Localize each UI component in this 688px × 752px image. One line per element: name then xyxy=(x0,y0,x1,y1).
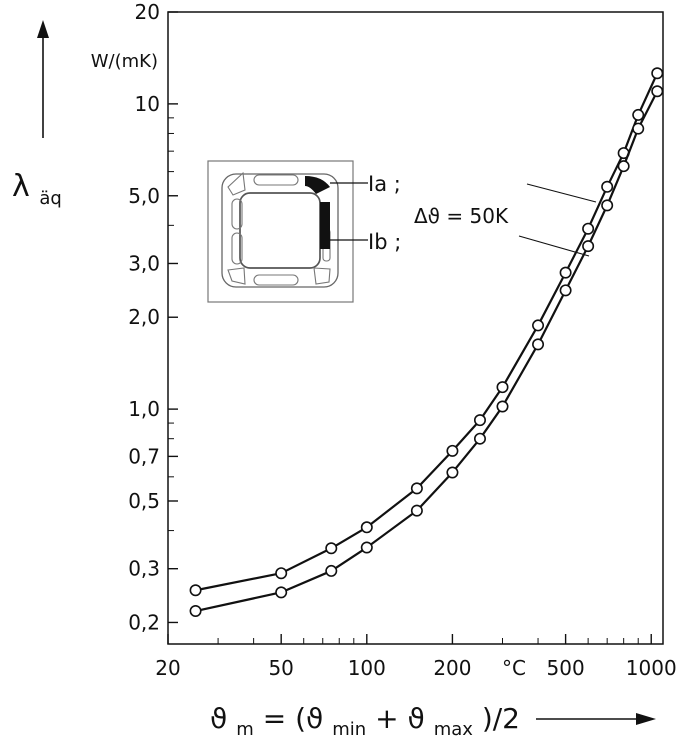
annotation-leader-upper xyxy=(526,183,597,203)
series-ib-point xyxy=(651,85,664,98)
series-ib-point xyxy=(360,541,373,554)
x-tick-label: 1000 xyxy=(626,656,677,680)
cross-section-inset xyxy=(207,160,368,303)
y-tick-label: 20 xyxy=(135,0,160,24)
series-ia-point xyxy=(632,108,645,121)
series-ib-point xyxy=(325,564,338,577)
series-ib-point xyxy=(582,240,595,253)
y-axis-arrow xyxy=(37,20,49,138)
series-ia-point xyxy=(559,266,572,279)
x-axis-unit: °C xyxy=(502,656,526,680)
x-axis-symbol: ϑ xyxy=(210,702,227,735)
series-ia-point xyxy=(189,584,202,597)
y-tick-label: 0,3 xyxy=(128,557,160,581)
region-ia xyxy=(305,176,330,194)
series-ib-point xyxy=(617,160,630,173)
series-ia-point xyxy=(325,542,338,555)
x-tick-label: 20 xyxy=(155,656,180,680)
series-ia-point xyxy=(473,414,486,427)
series-ia-point xyxy=(446,444,459,457)
x-axis-arrow xyxy=(536,713,656,725)
series-ia-point xyxy=(651,67,664,80)
series-ib-point xyxy=(601,199,614,212)
legend-ib-label: Ib ; xyxy=(368,230,401,254)
tick-layer xyxy=(167,11,652,644)
x-axis-eq: = (ϑ xyxy=(263,702,324,735)
y-tick-label: 3,0 xyxy=(128,251,160,275)
annotation-leader-lower xyxy=(518,235,590,257)
x-tick-label: 200 xyxy=(433,656,471,680)
region-ib xyxy=(320,202,330,249)
y-tick-label: 0,7 xyxy=(128,444,160,468)
y-tick-label: 0,5 xyxy=(128,489,160,513)
x-tick-label: 50 xyxy=(268,656,293,680)
y-tick-label: 1,0 xyxy=(128,397,160,421)
x-axis-mid: + ϑ xyxy=(375,702,425,735)
series-ia-point xyxy=(496,381,509,394)
x-axis-end: )/2 xyxy=(482,702,520,735)
series-ib-point xyxy=(446,466,459,479)
legend-ia-label: Ia ; xyxy=(368,172,401,196)
x-axis-sub-max: max xyxy=(434,719,474,740)
y-axis-unit: W/(mK) xyxy=(91,51,158,72)
series-ib-point xyxy=(559,284,572,297)
y-tick-label: 5,0 xyxy=(128,184,160,208)
series-ia-point xyxy=(532,319,545,332)
y-tick-label: 10 xyxy=(135,92,160,116)
series-ib-point xyxy=(473,432,486,445)
delta-annotation: Δϑ = 50K xyxy=(414,204,509,228)
series-ib-point xyxy=(410,504,423,517)
series-ia-point xyxy=(360,521,373,534)
plot-frame xyxy=(167,11,664,645)
series-ia-point xyxy=(275,567,288,580)
series-ia-point xyxy=(410,482,423,495)
series-ib-point xyxy=(189,605,202,618)
y-axis-subscript: äq xyxy=(39,188,61,209)
x-tick-label: 500 xyxy=(547,656,585,680)
series-ib-point xyxy=(632,122,645,135)
x-axis-title: ϑ m = (ϑ min + ϑ max )/2 xyxy=(210,702,520,742)
x-tick-label: 100 xyxy=(348,656,386,680)
series-ia-point xyxy=(601,180,614,193)
series-layer xyxy=(189,67,664,618)
series-ib-point xyxy=(496,400,509,413)
x-axis-sub-min: min xyxy=(332,719,366,740)
x-axis-symbol-sub: m xyxy=(236,719,254,740)
label-layer: 0,2 0,3 0,5 0,7 1,0 2,0 3,0 5,0 10 20 20 50 100 200 50… xyxy=(128,0,676,680)
y-tick-label: 0,2 xyxy=(128,610,160,634)
y-tick-label: 2,0 xyxy=(128,305,160,329)
y-axis-title: λ äq xyxy=(12,169,62,209)
y-axis-symbol: λ xyxy=(12,169,30,204)
series-ib-point xyxy=(275,586,288,599)
series-ia-point xyxy=(582,222,595,235)
series-ib-point xyxy=(532,338,545,351)
